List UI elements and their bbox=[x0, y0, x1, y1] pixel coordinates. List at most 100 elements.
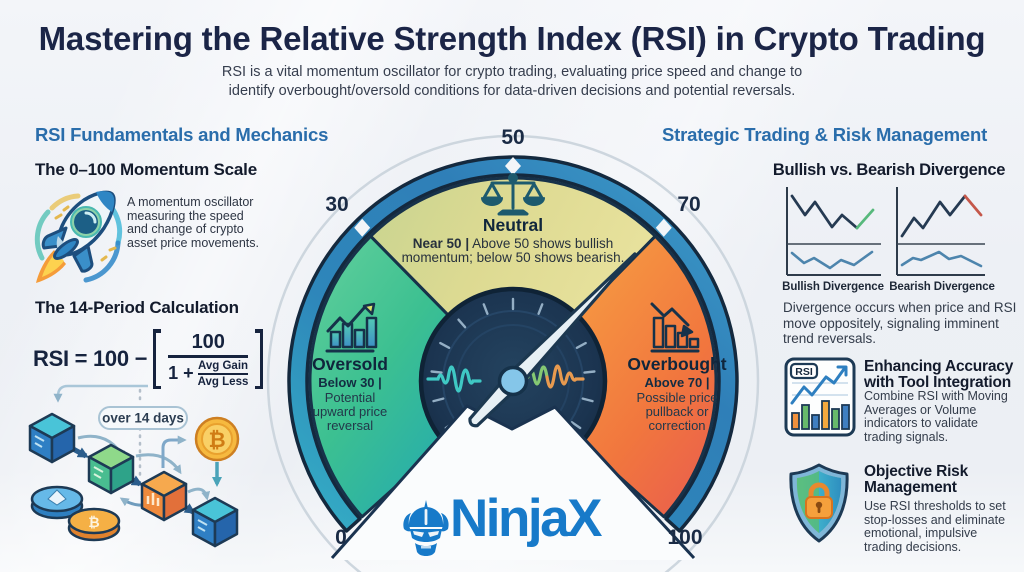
bearish-chart-label: Bearish Divergence bbox=[889, 281, 995, 293]
formula-bracket-left bbox=[153, 329, 162, 389]
overbought-line: pullback or bbox=[646, 404, 710, 419]
accuracy-line: trading signals. bbox=[864, 429, 949, 444]
calculation-flow-diagram: over 14 days ₿ ₿ bbox=[28, 384, 240, 548]
formula-to-flow-arrow bbox=[53, 384, 148, 403]
brand-name: NinjaX bbox=[450, 489, 602, 548]
rsi-tool-bars bbox=[791, 400, 850, 430]
period-pill-label: over 14 days bbox=[102, 411, 184, 426]
neutral-desc-line-2: momentum; below 50 shows bearish. bbox=[402, 250, 625, 265]
risk-description: Use RSI thresholds to set stop-losses an… bbox=[864, 499, 1006, 554]
divergence-charts bbox=[786, 187, 985, 276]
formula-fraction: 100 1 + Avg Gain Avg Less bbox=[161, 331, 255, 388]
divergence-heading: Bullish vs. Bearish Divergence bbox=[772, 161, 1006, 179]
momentum-line: A momentum oscillator bbox=[127, 195, 254, 209]
oversold-line: reversal bbox=[327, 418, 373, 433]
formula-sub-fraction: Avg Gain Avg Less bbox=[197, 359, 249, 388]
ninja-helmet-icon bbox=[403, 500, 449, 556]
cube-blue-1 bbox=[28, 412, 76, 464]
risk-line: emotional, impulsive bbox=[864, 526, 978, 540]
accuracy-line: Combine RSI with Moving bbox=[864, 389, 1008, 403]
formula-denominator-one: 1 + bbox=[168, 363, 194, 383]
cube-blue-2 bbox=[191, 496, 239, 548]
ethereum-coin bbox=[30, 485, 84, 520]
accuracy-line: Averages or Volume bbox=[864, 402, 977, 417]
chart-axes bbox=[786, 187, 985, 276]
rsi-formula: RSI = 100 − 100 1 + Avg Gain Avg Less bbox=[33, 329, 264, 389]
bullish-chart-lines bbox=[790, 194, 875, 270]
formula-avg-gain: Avg Gain bbox=[197, 359, 249, 372]
rocket-sparkles bbox=[54, 205, 117, 262]
oversold-line: upward price bbox=[313, 404, 387, 419]
bitcoin-coin: ₿ bbox=[67, 507, 121, 542]
gold-bitcoin-coin: ₿ bbox=[194, 416, 240, 462]
neutral-scales-icon bbox=[481, 173, 545, 216]
gauge-label-0: 0 bbox=[335, 526, 347, 549]
brand-logo: NinjaX bbox=[402, 489, 602, 556]
accuracy-title: Enhancing Accuracy with Tool Integration bbox=[864, 359, 1013, 391]
svg-text:₿: ₿ bbox=[88, 514, 99, 530]
neutral-title: Neutral bbox=[483, 215, 543, 235]
risk-line: Use RSI thresholds to set bbox=[864, 499, 1006, 513]
risk-line: stop-losses and eliminate bbox=[864, 512, 1006, 527]
formula-bracket-right bbox=[255, 329, 264, 389]
rsi-gauge: Oversold Below 30 | Potential upward pri… bbox=[266, 126, 760, 572]
cube-green bbox=[87, 443, 135, 495]
formula-avg-loss: Avg Less bbox=[197, 375, 249, 388]
momentum-scale-description: A momentum oscillator measuring the spee… bbox=[127, 195, 262, 250]
momentum-line: measuring the speed bbox=[127, 208, 244, 223]
oversold-title: Oversold bbox=[312, 354, 388, 374]
calculation-heading: The 14-Period Calculation bbox=[35, 298, 239, 317]
gauge-outer-guide-circle bbox=[266, 134, 760, 572]
divergence-line: move oppositely, signaling imminent bbox=[783, 315, 999, 331]
gauge-label-100: 100 bbox=[667, 526, 702, 549]
gauge-notch-outline bbox=[330, 404, 696, 560]
risk-title-line: Objective Risk bbox=[864, 463, 969, 480]
neutral-desc-line-1: Near 50 | Above 50 shows bullish bbox=[413, 236, 613, 251]
oversold-icon bbox=[325, 302, 378, 353]
subtitle-line-2: identify overbought/oversold conditions … bbox=[228, 83, 796, 99]
risk-shield-icon bbox=[789, 463, 849, 543]
svg-text:₿: ₿ bbox=[208, 429, 225, 452]
accuracy-description: Combine RSI with Moving Averages or Volu… bbox=[864, 389, 1008, 444]
data-cubes bbox=[28, 412, 239, 548]
overbought-title: Overbought bbox=[627, 354, 726, 374]
page-title: Mastering the Relative Strength Index (R… bbox=[38, 20, 986, 57]
overbought-icon bbox=[650, 302, 700, 353]
needle-pivot bbox=[497, 365, 529, 397]
gauge-ring bbox=[287, 155, 739, 533]
overbought-range: Above 70 | bbox=[644, 375, 709, 390]
formula-fraction-bar bbox=[168, 354, 249, 358]
bearish-chart-lines bbox=[900, 194, 983, 268]
padlock-icon bbox=[805, 482, 833, 519]
left-section-heading: RSI Fundamentals and Mechanics bbox=[35, 124, 329, 145]
risk-title: Objective Risk Management bbox=[864, 464, 968, 496]
divergence-line: trend reversals. bbox=[783, 331, 877, 346]
oversold-range: Below 30 | bbox=[318, 375, 382, 390]
risk-line: trading decisions. bbox=[864, 539, 962, 554]
gauge-label-70: 70 bbox=[677, 193, 700, 216]
right-section-heading: Strategic Trading & Risk Management bbox=[662, 124, 988, 145]
rocket-body bbox=[41, 190, 116, 273]
gauge-label-30: 30 bbox=[325, 193, 348, 216]
oversold-line: Potential bbox=[325, 390, 376, 405]
rsi-tool-icon-label: RSI bbox=[795, 366, 813, 378]
formula-sub-fraction-bar bbox=[197, 372, 249, 375]
rsi-tool-trend-line bbox=[790, 367, 846, 405]
neutral-range: Near 50 | bbox=[413, 236, 469, 251]
neutral-desc-rest: Above 50 shows bullish bbox=[469, 236, 613, 251]
cube-orange bbox=[140, 470, 188, 522]
overbought-line: Possible price bbox=[637, 390, 718, 405]
accuracy-title-line: Enhancing Accuracy bbox=[864, 358, 1014, 375]
gauge-needle bbox=[468, 252, 637, 428]
risk-title-line: Management bbox=[864, 479, 957, 496]
gauge-ring-notches bbox=[354, 157, 672, 237]
accuracy-line: indicators to validate bbox=[864, 416, 978, 430]
rsi-tool-icon: RSI bbox=[784, 357, 856, 437]
momentum-scale-heading: The 0–100 Momentum Scale bbox=[35, 160, 257, 179]
gauge-label-50: 50 bbox=[501, 126, 524, 149]
divergence-description: Divergence occurs when price and RSI mov… bbox=[783, 300, 1016, 347]
momentum-line: asset price movements. bbox=[127, 235, 259, 250]
overbought-line: correction bbox=[648, 418, 705, 433]
momentum-line: and change of crypto bbox=[127, 222, 244, 236]
period-pill: over 14 days bbox=[98, 406, 188, 430]
